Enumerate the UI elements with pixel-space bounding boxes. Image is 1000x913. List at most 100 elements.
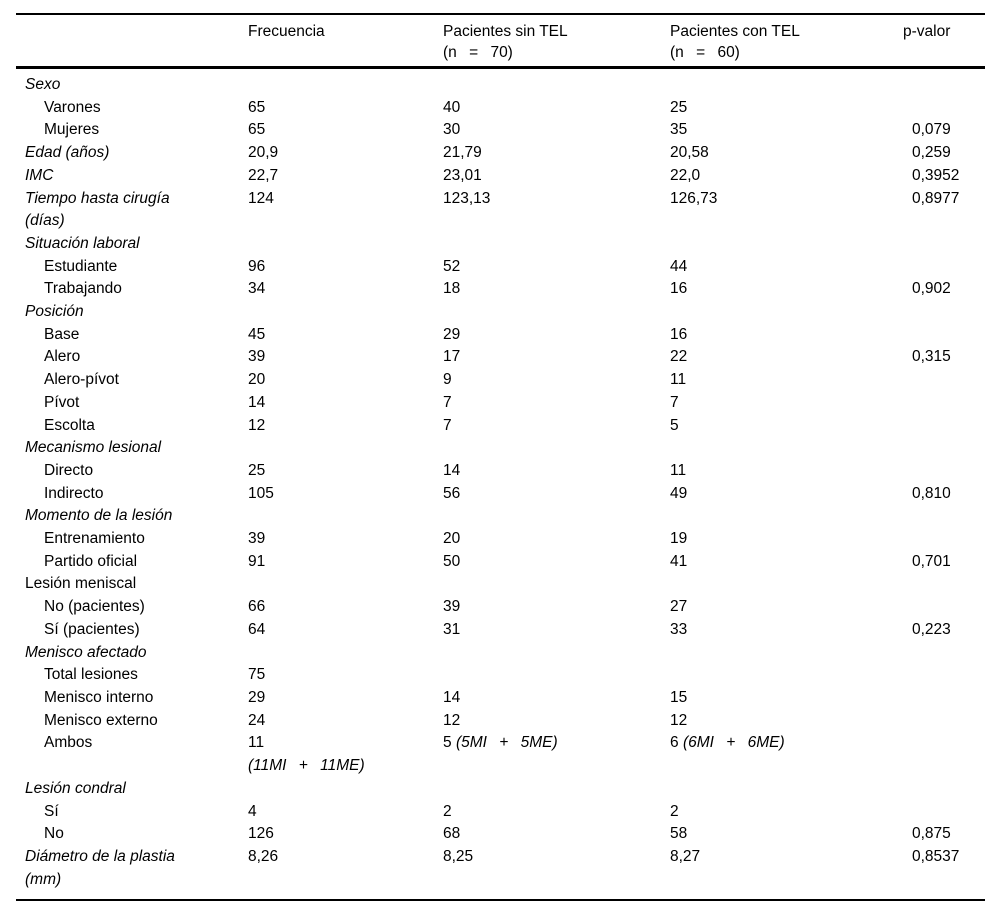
statistics-table: Frecuencia Pacientes sin TEL (n = 70) Pa… bbox=[16, 13, 985, 902]
row-value: 14 bbox=[443, 461, 461, 479]
row-value: 21,79 bbox=[443, 144, 482, 162]
row-value: 56 bbox=[443, 484, 461, 502]
table-row: Total lesiones 75 bbox=[16, 664, 985, 687]
table-row: Situación laboral bbox=[16, 233, 985, 256]
row-value: 58 bbox=[670, 825, 688, 843]
row-value: 22 bbox=[670, 348, 688, 366]
row-value bbox=[443, 505, 670, 528]
row-value: 22,0 bbox=[670, 166, 701, 184]
table-header-rule bbox=[16, 66, 985, 69]
row-label: Escolta bbox=[44, 416, 95, 434]
row-value: 14 bbox=[248, 393, 266, 411]
row-value bbox=[670, 233, 912, 256]
header-label: p-valor bbox=[903, 23, 951, 40]
row-value bbox=[912, 732, 985, 777]
cell-line2: (11MI + 11ME) bbox=[248, 755, 443, 778]
row-value: 14 bbox=[443, 688, 461, 706]
row-label: Lesión meniscal bbox=[25, 575, 137, 593]
row-label: Situación laboral bbox=[25, 234, 140, 252]
row-value: 20 bbox=[248, 371, 266, 389]
row-value: 0,810 bbox=[912, 484, 951, 502]
table-row: Tiempo hasta cirugía (días) 124 123,13 126,7… bbox=[16, 188, 985, 233]
row-label: Alero bbox=[44, 348, 81, 366]
row-value bbox=[912, 392, 985, 415]
row-value: 39 bbox=[248, 348, 266, 366]
row-value: 20,58 bbox=[670, 144, 709, 162]
row-value: 64 bbox=[248, 620, 266, 638]
row-value: 0,902 bbox=[912, 280, 951, 298]
row-value: 25 bbox=[670, 98, 688, 116]
row-value: 0,315 bbox=[912, 348, 951, 366]
table-row: Menisco interno 29 14 15 bbox=[16, 687, 985, 710]
row-value: 7 bbox=[670, 393, 679, 411]
row-value bbox=[248, 505, 443, 528]
row-value bbox=[912, 687, 985, 710]
header-col-p-valor: p-valor bbox=[903, 21, 985, 63]
row-label: Diámetro de la plastia (mm) bbox=[16, 846, 248, 891]
row-label: Tiempo hasta cirugía (días) bbox=[16, 188, 248, 233]
table-row: Mecanismo lesional bbox=[16, 437, 985, 460]
row-value bbox=[248, 642, 443, 665]
row-value: 7 bbox=[443, 393, 452, 411]
row-value: 12 bbox=[443, 711, 461, 729]
header-label: Pacientes sin TEL bbox=[443, 23, 568, 40]
row-value: 27 bbox=[670, 598, 688, 616]
row-value bbox=[912, 573, 985, 596]
row-value bbox=[443, 573, 670, 596]
row-value: 0,223 bbox=[912, 620, 951, 638]
row-label: Edad (años) bbox=[25, 144, 110, 162]
row-label: Mecanismo lesional bbox=[25, 439, 162, 457]
row-value bbox=[443, 778, 670, 801]
row-value: 5 bbox=[670, 416, 679, 434]
row-label: Varones bbox=[44, 98, 101, 116]
row-value bbox=[670, 505, 912, 528]
header-col-frecuencia: Frecuencia bbox=[248, 21, 443, 63]
row-value bbox=[912, 801, 985, 824]
row-value: 44 bbox=[670, 257, 688, 275]
row-value: 35 bbox=[670, 121, 688, 139]
row-label: Indirecto bbox=[44, 484, 104, 502]
row-value bbox=[912, 97, 985, 120]
table-row: Entrenamiento 39 20 19 bbox=[16, 528, 985, 551]
table-header: Frecuencia Pacientes sin TEL (n = 70) Pa… bbox=[16, 15, 985, 66]
row-value: 22,7 bbox=[248, 166, 279, 184]
cell-segment: (5MI + 5ME) bbox=[455, 734, 558, 752]
table-row: Escolta 12 7 5 bbox=[16, 415, 985, 438]
row-value bbox=[912, 528, 985, 551]
row-value: 23,01 bbox=[443, 166, 482, 184]
row-value: 15 bbox=[670, 688, 688, 706]
row-value: 126,73 bbox=[670, 189, 718, 207]
table-row: Edad (años) 20,9 21,79 20,58 0,259 bbox=[16, 142, 985, 165]
table-row: IMC 22,7 23,01 22,0 0,3952 bbox=[16, 165, 985, 188]
row-value: 9 bbox=[443, 371, 452, 389]
row-label: Menisco externo bbox=[44, 711, 158, 729]
cell-segment: 11 bbox=[248, 734, 265, 752]
row-value bbox=[670, 642, 912, 665]
row-value bbox=[670, 301, 912, 324]
table-row: Pívot 14 7 7 bbox=[16, 392, 985, 415]
header-label: Frecuencia bbox=[248, 23, 325, 40]
row-value bbox=[670, 664, 912, 687]
row-value: 11 bbox=[670, 371, 687, 389]
row-label: Base bbox=[44, 325, 80, 343]
row-value: 2 bbox=[670, 802, 679, 820]
row-value: 5 (5MI + 5ME) bbox=[443, 732, 670, 777]
row-value: 52 bbox=[443, 257, 461, 275]
row-value: 4 bbox=[248, 802, 257, 820]
row-value: 8,27 bbox=[670, 847, 701, 865]
row-value: 50 bbox=[443, 552, 461, 570]
table-row: Varones 65 40 25 bbox=[16, 97, 985, 120]
row-value: 24 bbox=[248, 711, 266, 729]
row-value: 7 bbox=[443, 416, 452, 434]
row-value bbox=[912, 642, 985, 665]
table-row: Ambos 11 (11MI + 11ME) 5 (5MI + 5ME) 6 (6MI … bbox=[16, 732, 985, 777]
table-row: Sí (pacientes) 64 31 33 0,223 bbox=[16, 619, 985, 642]
row-value: 33 bbox=[670, 620, 688, 638]
cell-segment: 5 bbox=[443, 734, 456, 752]
row-label: Total lesiones bbox=[44, 666, 138, 684]
row-value: 0,701 bbox=[912, 552, 951, 570]
row-label: Lesión condral bbox=[25, 779, 126, 797]
row-value bbox=[912, 74, 985, 97]
row-value: 2 bbox=[443, 802, 452, 820]
